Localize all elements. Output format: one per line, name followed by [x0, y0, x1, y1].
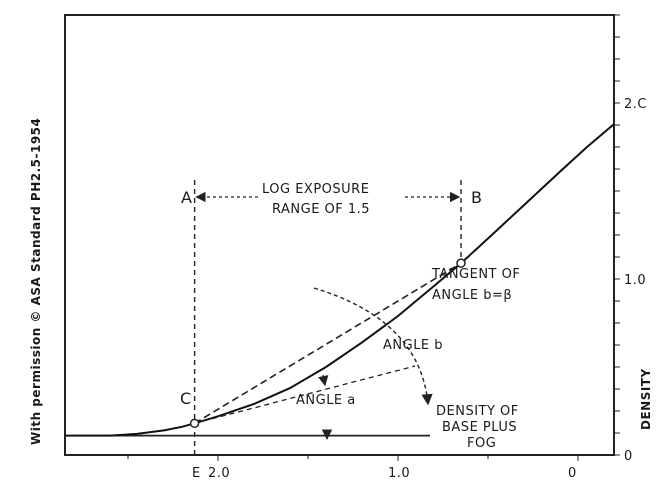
log-exposure-line2: RANGE OF 1.5	[272, 202, 370, 217]
marks-layer: 0 1.0 2.C 2.0 1.0 0	[65, 14, 647, 481]
point-label-c: C	[180, 389, 192, 408]
plot-frame	[64, 14, 615, 456]
tangent-line2: ANGLE b=β	[432, 288, 512, 303]
angle-a-label: ANGLE a	[296, 393, 356, 408]
x-tick-label: 0	[568, 466, 577, 481]
y-tick-label: 0	[624, 449, 633, 464]
point-marker-c	[189, 418, 200, 429]
y-axis-label: DENSITY	[639, 368, 653, 430]
density-line2: BASE PLUS	[442, 420, 517, 435]
log-exposure-line1: LOG EXPOSURE	[262, 182, 369, 197]
x-tick-label: 1.0	[388, 466, 410, 481]
x-extra-label: E	[192, 466, 201, 481]
point-marker-b	[456, 258, 466, 268]
density-line3: FOG	[467, 436, 496, 451]
angle-b-label: ANGLE b	[383, 338, 443, 353]
density-line1: DENSITY OF	[436, 404, 519, 419]
x-tick-label: 2.0	[208, 466, 230, 481]
y-tick-label: 1.0	[624, 273, 646, 288]
tangent-line1: TANGENT OF	[431, 267, 520, 282]
point-label-a: A	[181, 188, 192, 207]
angle-b-arc	[313, 287, 433, 406]
point-label-b: B	[471, 188, 482, 207]
side-credit-text: With permission © ASA Standard PH2.5-195…	[29, 118, 43, 445]
tangent-dashed-line	[194, 365, 416, 424]
y-tick-label: 2.C	[624, 97, 647, 112]
chord-dashed-line	[194, 262, 462, 425]
characteristic-curve	[65, 123, 615, 437]
angle-a-arrow	[318, 374, 329, 387]
